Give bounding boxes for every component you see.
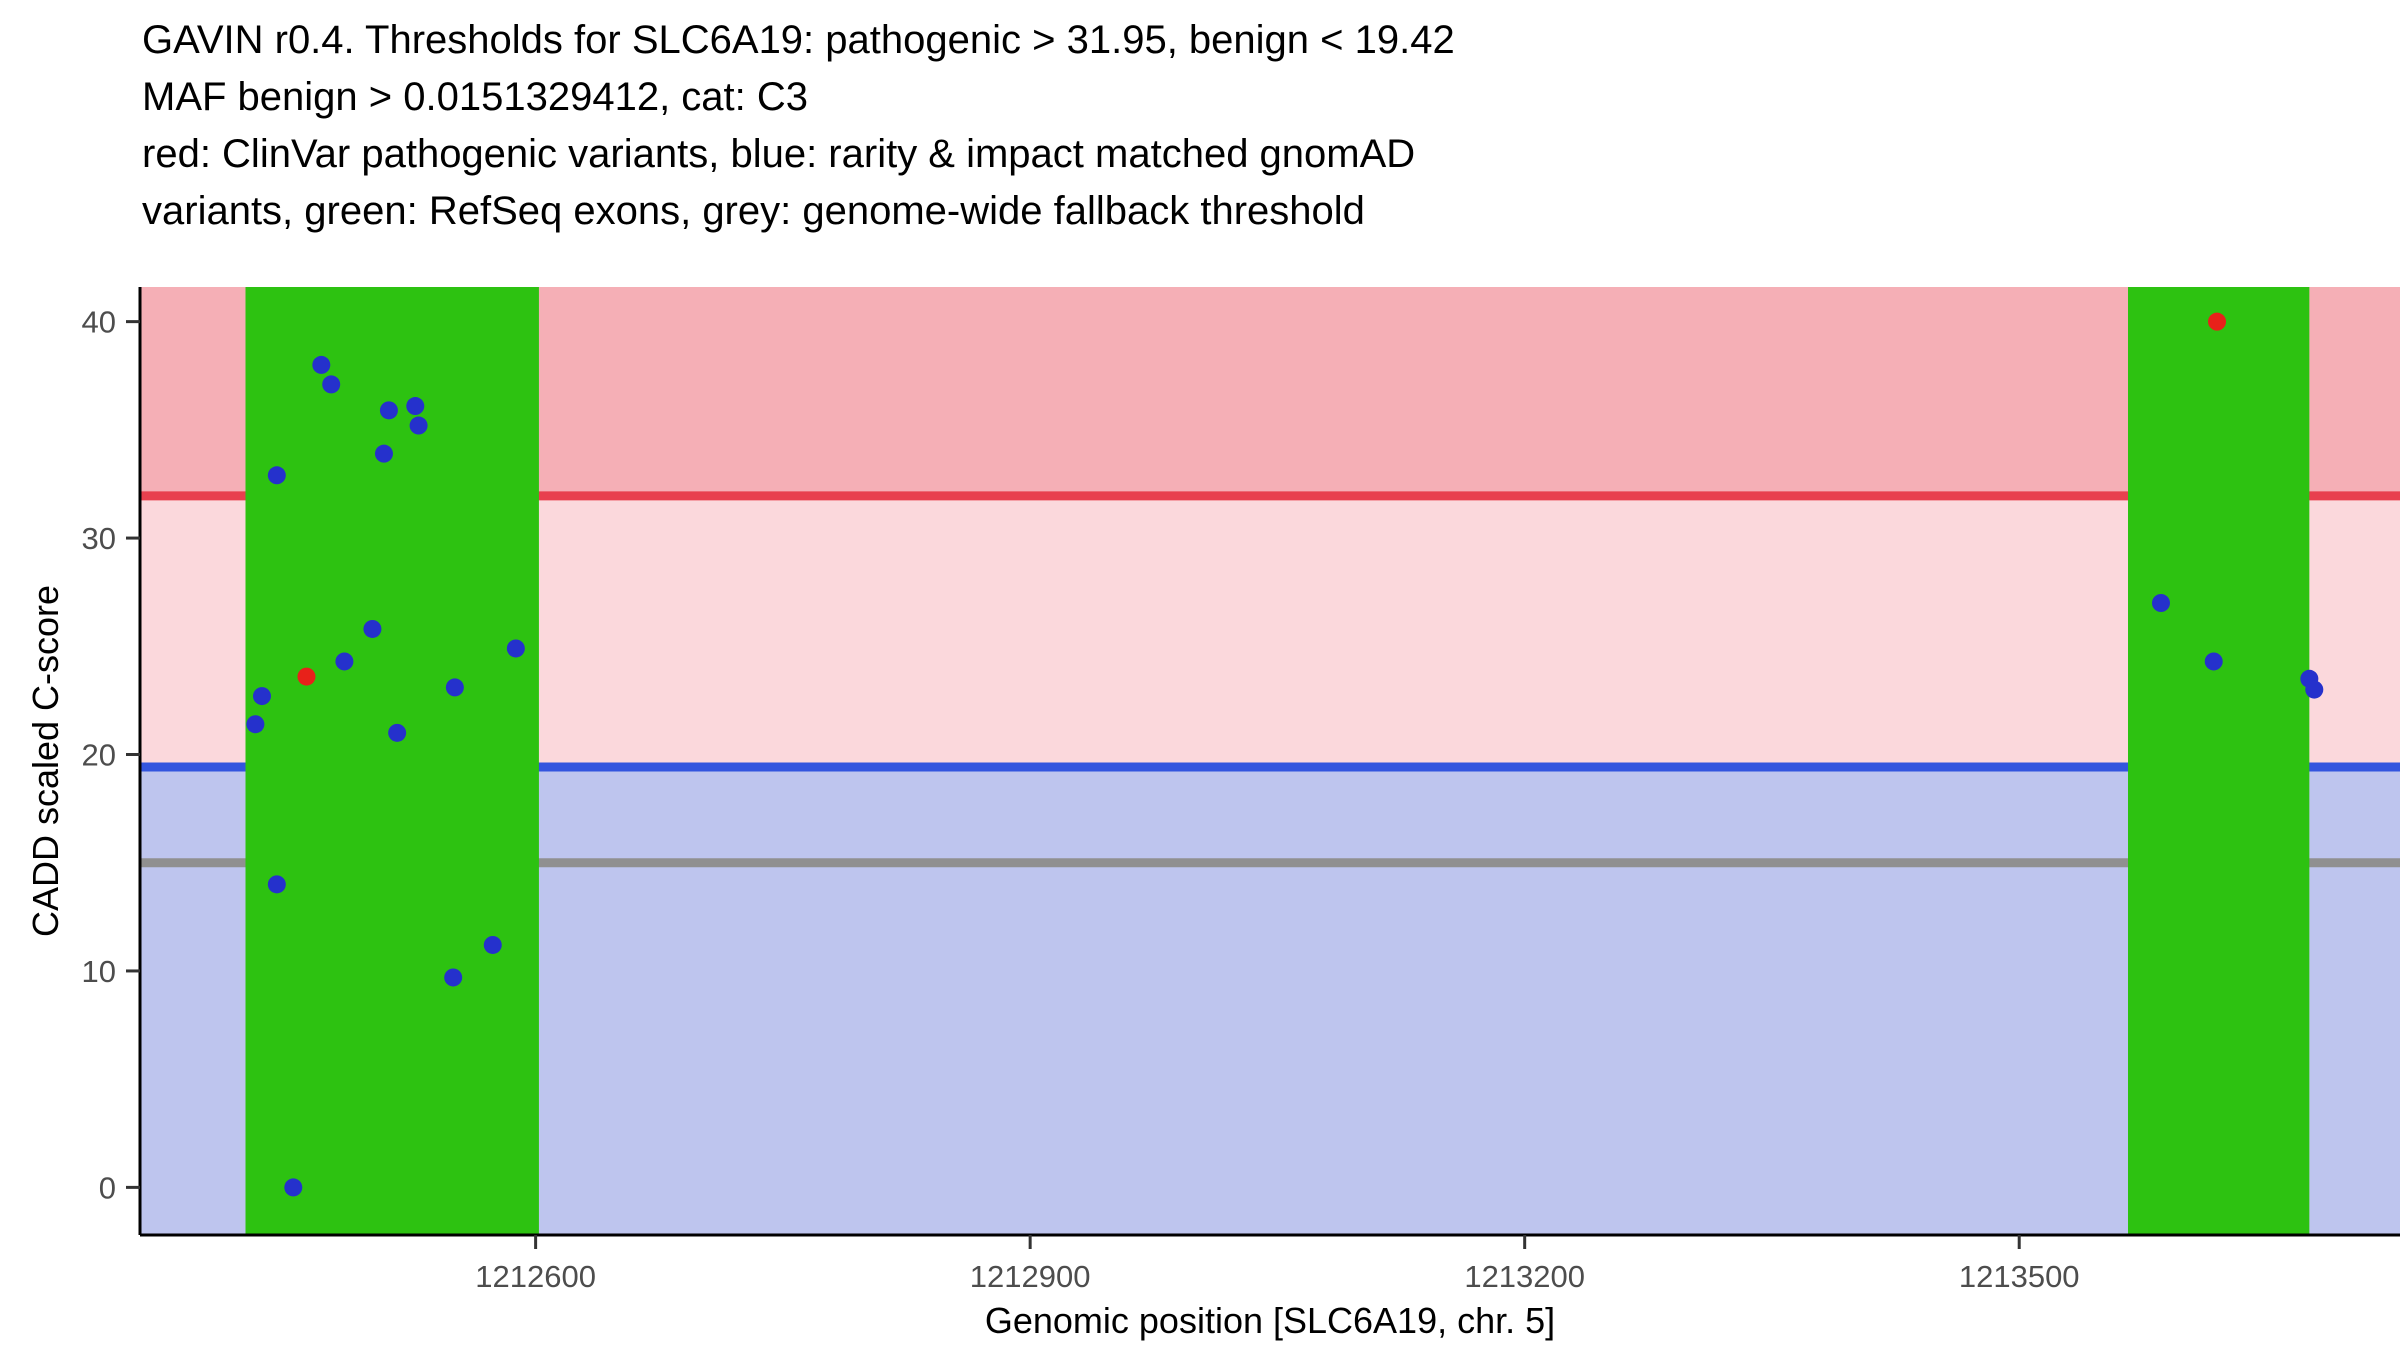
y-tick-label: 0: [99, 1170, 116, 1205]
x-tick-label: 1212600: [475, 1259, 596, 1294]
title-line-1: GAVIN r0.4. Thresholds for SLC6A19: path…: [142, 18, 1455, 62]
plot-title-block: GAVIN r0.4. Thresholds for SLC6A19: path…: [142, 12, 1455, 240]
gnomad-variant-point: [2204, 652, 2223, 671]
gnomad-variant-point: [506, 639, 525, 658]
y-tick-label: 40: [82, 305, 116, 340]
x-tick-label: 1213200: [1464, 1259, 1585, 1294]
refseq-exon-2-band: [2128, 287, 2310, 1235]
gnomad-variant-point: [284, 1178, 303, 1197]
clinvar-pathogenic-point: [297, 667, 316, 686]
gnomad-variant-point: [335, 652, 354, 671]
gnomad-variant-point: [445, 678, 464, 697]
gnomad-variant-point: [406, 397, 425, 416]
gnomad-variant-point: [2151, 594, 2170, 612]
gnomad-variant-point: [444, 968, 463, 987]
title-line-4: variants, green: RefSeq exons, grey: gen…: [142, 189, 1365, 233]
refseq-exon-1-band: [245, 287, 539, 1235]
gnomad-variant-point: [252, 687, 271, 706]
gnomad-variant-point: [379, 401, 398, 420]
title-line-3: red: ClinVar pathogenic variants, blue: …: [142, 132, 1416, 176]
x-tick-label: 1213500: [1959, 1259, 2080, 1294]
gnomad-variant-point: [246, 715, 265, 734]
gnomad-variant-point: [483, 935, 502, 954]
gnomad-variant-point: [322, 375, 341, 394]
gnomad-variant-point: [312, 355, 331, 374]
title-line-2: MAF benign > 0.0151329412, cat: C3: [142, 75, 809, 119]
y-tick-label: 10: [82, 954, 116, 989]
gnomad-variant-point: [363, 619, 382, 638]
y-tick-label: 20: [82, 738, 116, 773]
x-tick-label: 1212900: [970, 1259, 1091, 1294]
clinvar-pathogenic-point: [2208, 312, 2227, 331]
y-tick-label: 30: [82, 521, 116, 556]
gnomad-variant-point: [267, 875, 286, 894]
gnomad-variant-point: [267, 466, 286, 485]
gnomad-variant-point: [2305, 680, 2324, 699]
x-axis-label: Genomic position [SLC6A19, chr. 5]: [984, 1300, 1556, 1341]
gnomad-variant-point: [374, 444, 393, 463]
gnomad-variant-point: [388, 723, 407, 742]
y-axis-label: CADD scaled C-score: [25, 584, 66, 938]
gnomad-variant-point: [409, 416, 428, 435]
